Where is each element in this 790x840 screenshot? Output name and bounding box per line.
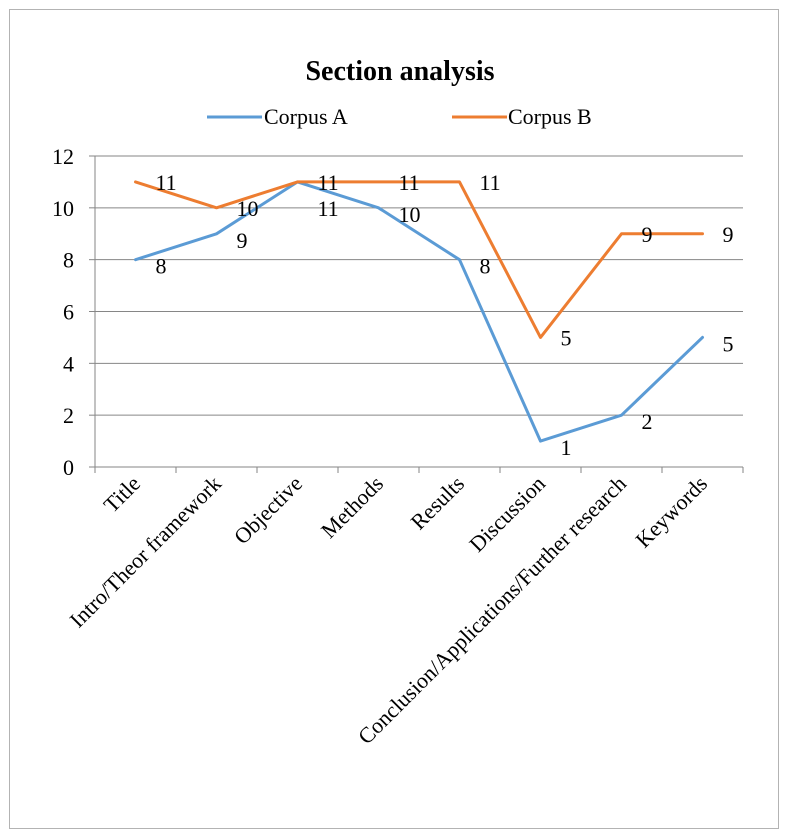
data-label-corpus-a: 9 — [237, 228, 248, 253]
x-tick-label-title: Title — [99, 471, 146, 518]
x-tick-label-methods: Methods — [316, 471, 388, 543]
chart-frame — [9, 9, 779, 829]
legend: Corpus A Corpus B — [207, 104, 592, 129]
y-tick-label: 0 — [63, 455, 74, 480]
data-label-corpus-b: 11 — [156, 170, 177, 195]
data-label-corpus-b: 11 — [480, 170, 501, 195]
y-tick-label: 8 — [63, 248, 74, 273]
x-tick-label-objective: Objective — [229, 471, 307, 549]
x-tick-label-results: Results — [406, 471, 469, 534]
data-label-corpus-b: 11 — [399, 170, 420, 195]
y-tick-label: 4 — [63, 351, 74, 376]
y-tick-label: 12 — [52, 144, 74, 169]
data-label-corpus-b: 9 — [723, 222, 734, 247]
data-label-corpus-a: 10 — [399, 202, 421, 227]
legend-label-corpus-b: Corpus B — [508, 104, 592, 129]
data-label-corpus-a: 2 — [642, 409, 653, 434]
data-label-corpus-a: 8 — [156, 254, 167, 279]
gridlines — [95, 155, 743, 416]
series-line-corpus-b — [134, 180, 704, 339]
y-axis: 0 2 4 6 8 10 12 — [52, 144, 96, 480]
x-tick-label-discussion: Discussion — [464, 471, 550, 557]
data-label-corpus-a: 8 — [480, 254, 491, 279]
data-label-corpus-a: 1 — [561, 435, 572, 460]
data-label-corpus-b: 5 — [561, 325, 572, 350]
x-tick-label-keywords: Keywords — [630, 471, 712, 553]
legend-label-corpus-a: Corpus A — [264, 104, 348, 129]
data-label-corpus-a: 5 — [723, 331, 734, 356]
data-label-corpus-b: 11 — [318, 170, 339, 195]
chart-title: Section analysis — [305, 56, 494, 87]
data-label-corpus-b: 10 — [237, 196, 259, 221]
data-label-corpus-b: 9 — [642, 222, 653, 247]
y-tick-label: 6 — [63, 300, 74, 325]
series-line-corpus-a — [134, 180, 704, 443]
y-tick-label: 2 — [63, 403, 74, 428]
series-lines — [134, 180, 704, 443]
data-label-corpus-a: 11 — [318, 196, 339, 221]
y-tick-label: 10 — [52, 196, 74, 221]
x-tick-label-intro-theor-framework: Intro/Theor framework — [65, 471, 227, 633]
